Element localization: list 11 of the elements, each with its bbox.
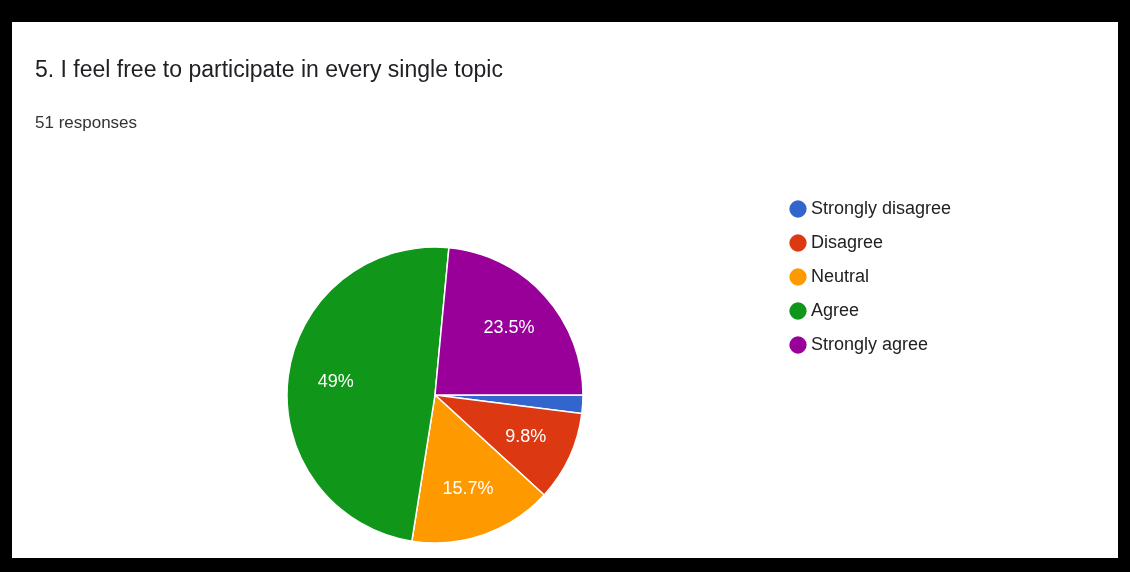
data-label: 49%	[317, 371, 354, 392]
text: 51 responses	[35, 113, 138, 133]
chart-title: 5. I feel free to participate in every single topic	[35, 56, 503, 83]
legend-label: Agree	[811, 300, 860, 320]
legend-label: Strongly disagree	[811, 198, 952, 218]
legend-label: Neutral	[811, 266, 870, 286]
legend-label: Strongly agree	[811, 334, 929, 354]
legend-label: Disagree	[811, 232, 884, 252]
data-label: 23.5%	[483, 316, 535, 337]
data-label: 9.8%	[505, 426, 547, 447]
data-label: 15.7%	[442, 478, 494, 499]
